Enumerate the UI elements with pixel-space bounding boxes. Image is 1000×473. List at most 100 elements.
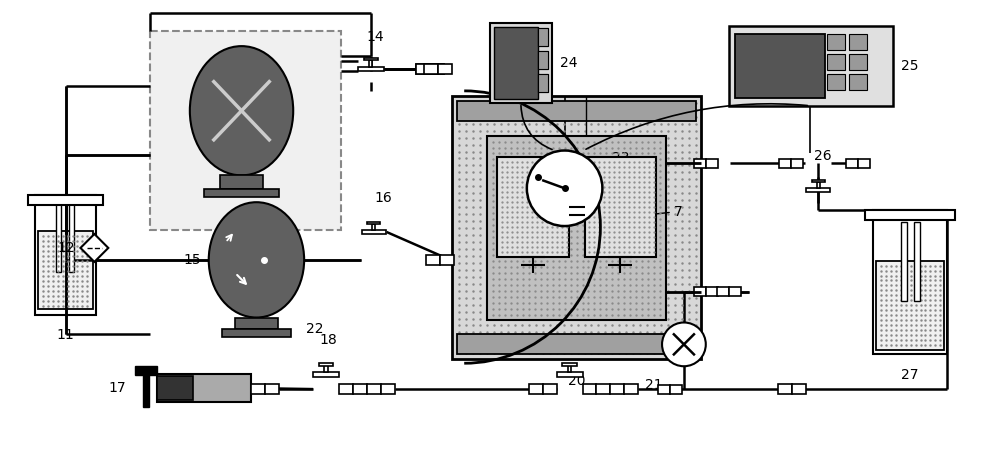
Bar bbox=[235, 317, 278, 330]
Bar bbox=[735, 34, 825, 98]
Text: 14: 14 bbox=[367, 30, 385, 44]
Text: 13: 13 bbox=[248, 204, 265, 218]
Bar bbox=[538, 28, 548, 46]
Bar bbox=[381, 384, 395, 394]
Bar bbox=[440, 255, 454, 265]
Bar bbox=[670, 385, 682, 394]
Bar bbox=[849, 34, 867, 50]
Text: 26: 26 bbox=[814, 149, 832, 164]
Bar bbox=[792, 384, 806, 394]
Bar bbox=[858, 159, 870, 168]
FancyArrowPatch shape bbox=[521, 105, 552, 149]
Bar bbox=[562, 363, 577, 366]
Bar bbox=[817, 182, 820, 188]
Bar bbox=[69, 200, 74, 272]
Bar bbox=[220, 175, 263, 189]
Bar bbox=[538, 74, 548, 92]
Text: 15: 15 bbox=[183, 253, 201, 267]
Bar bbox=[438, 64, 452, 74]
Bar bbox=[779, 159, 791, 168]
Text: 18: 18 bbox=[319, 333, 337, 347]
Text: 16: 16 bbox=[375, 191, 393, 205]
Bar bbox=[358, 67, 384, 71]
Bar bbox=[827, 54, 845, 70]
Bar bbox=[430, 64, 444, 74]
Bar bbox=[538, 51, 548, 69]
Bar bbox=[557, 372, 583, 377]
Bar bbox=[585, 158, 656, 257]
Text: 20: 20 bbox=[568, 374, 585, 388]
Bar bbox=[490, 23, 552, 103]
Bar bbox=[143, 369, 149, 407]
Text: 21: 21 bbox=[645, 378, 663, 392]
Bar bbox=[339, 384, 353, 394]
Bar bbox=[416, 64, 430, 74]
Bar bbox=[610, 384, 624, 394]
Text: 27: 27 bbox=[901, 368, 918, 382]
Bar bbox=[849, 54, 867, 70]
Bar bbox=[812, 180, 825, 183]
Bar bbox=[849, 74, 867, 90]
Bar bbox=[362, 230, 386, 234]
Bar bbox=[497, 158, 569, 257]
Text: 11: 11 bbox=[57, 328, 74, 342]
Bar bbox=[265, 384, 279, 394]
Bar bbox=[694, 287, 706, 296]
Bar bbox=[35, 195, 96, 315]
Bar bbox=[717, 287, 729, 296]
Bar bbox=[222, 330, 291, 337]
Bar bbox=[596, 384, 610, 394]
Text: 17: 17 bbox=[108, 381, 126, 395]
Bar bbox=[827, 34, 845, 50]
Circle shape bbox=[527, 150, 602, 226]
Bar bbox=[150, 31, 341, 230]
Bar bbox=[876, 261, 944, 350]
Bar bbox=[430, 64, 444, 74]
Bar bbox=[624, 384, 638, 394]
Bar bbox=[494, 27, 538, 99]
Bar bbox=[694, 159, 706, 168]
Bar bbox=[846, 159, 858, 168]
Bar bbox=[313, 372, 339, 377]
Bar bbox=[319, 363, 333, 366]
Bar bbox=[369, 60, 372, 67]
Text: 25: 25 bbox=[901, 59, 918, 73]
Bar bbox=[706, 287, 718, 296]
Bar bbox=[729, 287, 741, 296]
Bar bbox=[487, 136, 666, 319]
Bar bbox=[901, 222, 907, 301]
Bar bbox=[806, 188, 830, 193]
Bar bbox=[529, 384, 543, 394]
Polygon shape bbox=[80, 234, 108, 262]
Bar bbox=[364, 58, 378, 61]
Bar bbox=[538, 51, 548, 69]
Bar bbox=[38, 231, 93, 308]
Bar bbox=[426, 255, 440, 265]
Bar bbox=[367, 221, 380, 224]
Bar bbox=[457, 101, 696, 121]
Ellipse shape bbox=[209, 202, 304, 317]
Bar bbox=[157, 374, 251, 402]
Bar bbox=[543, 384, 557, 394]
Text: 12: 12 bbox=[58, 241, 75, 255]
Circle shape bbox=[662, 323, 706, 366]
Text: 24: 24 bbox=[560, 56, 577, 70]
Bar bbox=[416, 64, 430, 74]
Text: 19: 19 bbox=[563, 333, 580, 347]
Bar bbox=[367, 384, 381, 394]
Bar bbox=[791, 159, 803, 168]
Bar bbox=[658, 385, 670, 394]
Bar bbox=[778, 384, 792, 394]
Bar bbox=[251, 384, 265, 394]
Bar bbox=[204, 189, 279, 197]
Text: 23: 23 bbox=[612, 151, 630, 166]
Bar bbox=[583, 384, 596, 394]
Bar bbox=[56, 200, 61, 272]
Bar bbox=[353, 384, 367, 394]
Bar bbox=[729, 26, 893, 106]
FancyArrowPatch shape bbox=[586, 104, 807, 149]
Bar bbox=[457, 334, 696, 354]
Bar bbox=[568, 366, 571, 372]
Text: 22: 22 bbox=[306, 323, 323, 336]
Ellipse shape bbox=[190, 46, 293, 175]
